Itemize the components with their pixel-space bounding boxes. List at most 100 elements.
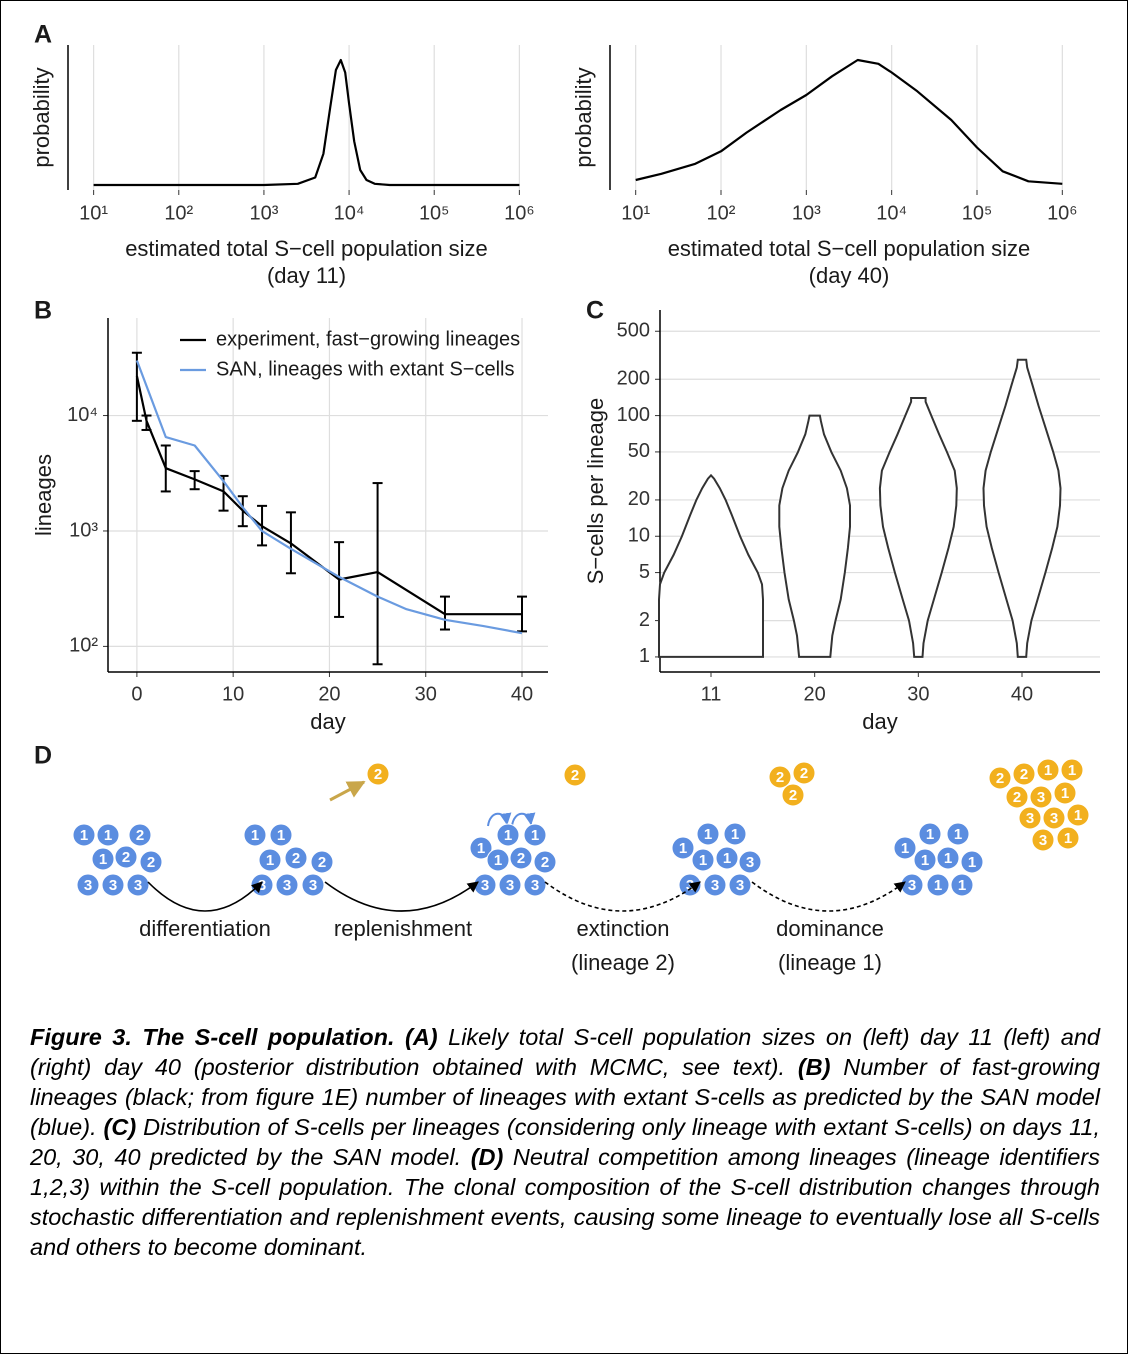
cell-label: 2: [1013, 789, 1021, 806]
cell: [893, 836, 917, 860]
cell-label: 3: [908, 877, 916, 894]
error-bar: [257, 504, 268, 547]
cell-label: 1: [926, 826, 934, 843]
cell-label: 1: [266, 852, 274, 869]
transition-label: (lineage 1): [778, 950, 882, 975]
cell-label: 2: [789, 787, 797, 804]
cell: [76, 873, 100, 897]
cell: [946, 822, 970, 846]
cell-label: 3: [309, 877, 317, 894]
y-tick-label: 10³: [69, 519, 98, 541]
transition-arrow: [544, 881, 701, 912]
transition-arrow: [751, 881, 906, 912]
cell: [91, 847, 115, 871]
caption-bold: (B): [797, 1054, 831, 1080]
y-tick-label: 200: [617, 368, 650, 390]
x-tick-label: 20: [318, 683, 340, 705]
cell-label: 1: [80, 827, 88, 844]
y-tick-label: 1: [639, 645, 650, 667]
cell-label: 1: [723, 850, 731, 867]
legend-label: SAN, lineages with extant S−cells: [216, 358, 515, 380]
violin: [658, 473, 764, 658]
cell-label: 1: [1074, 807, 1082, 824]
cell-label: 3: [1050, 810, 1058, 827]
cell: [126, 873, 150, 897]
y-tick-label: 5: [639, 561, 650, 583]
transition-label: extinction: [577, 916, 670, 941]
error-bar: [160, 444, 171, 493]
cell: [960, 850, 984, 874]
cell-label: 2: [1020, 766, 1028, 783]
cell-label: 2: [996, 770, 1004, 787]
cell: [533, 850, 557, 874]
y-tick-label: 500: [617, 320, 650, 342]
cell: [1056, 826, 1080, 850]
cell-label: 1: [477, 840, 485, 857]
cell: [486, 848, 510, 872]
cell-label: 1: [954, 826, 962, 843]
cell: [1060, 758, 1084, 782]
cell-label: 2: [292, 850, 300, 867]
error-bar: [131, 351, 142, 422]
caption-text: Likely total S-cell population sizes on …: [30, 1024, 1101, 1080]
arrow: [487, 812, 512, 827]
cell: [496, 823, 520, 847]
x-tick-label: 10⁶: [504, 202, 534, 224]
cell: [114, 845, 138, 869]
y-axis-label: lineages: [31, 454, 56, 536]
cell: [128, 823, 152, 847]
cell: [269, 823, 293, 847]
y-tick-label: 20: [628, 488, 650, 510]
x-axis-label: day: [862, 709, 897, 734]
caption-bold: Figure 3. The S-cell population. (A): [30, 1024, 438, 1050]
violin: [778, 414, 851, 658]
cell-label: 1: [99, 851, 107, 868]
error-bar: [285, 511, 296, 575]
cell: [301, 873, 325, 897]
cell-label: 3: [506, 877, 514, 894]
cell: [1042, 806, 1066, 830]
cell: [926, 873, 950, 897]
cell: [792, 761, 816, 785]
error-bar: [141, 414, 152, 431]
cell: [715, 846, 739, 870]
cell: [703, 873, 727, 897]
cell-label: 2: [800, 765, 808, 782]
x-tick-label: 10⁵: [962, 202, 993, 224]
x-tick-label: 10²: [164, 202, 193, 224]
cell-label: 3: [1026, 810, 1034, 827]
x-tick-label: 10³: [792, 202, 821, 224]
x-axis-label: day: [310, 709, 345, 734]
y-axis-label: probability: [29, 67, 54, 167]
cell-label: 2: [122, 849, 130, 866]
x-tick-label: 40: [511, 683, 533, 705]
cell-label: 1: [958, 877, 966, 894]
cell-label: 1: [1068, 762, 1076, 779]
cell: [781, 783, 805, 807]
error-bar: [517, 595, 528, 633]
cell: [1029, 785, 1053, 809]
cell: [1031, 828, 1055, 852]
cell-label: 1: [699, 852, 707, 869]
x-tick-label: 30: [415, 683, 437, 705]
cell-label: 1: [104, 827, 112, 844]
cell-label: 3: [84, 877, 92, 894]
cell: [768, 765, 792, 789]
transition-arrow: [147, 881, 263, 912]
violin: [878, 397, 958, 658]
cell: [96, 823, 120, 847]
cell: [258, 848, 282, 872]
x-tick-label: 10²: [707, 202, 736, 224]
cell: [366, 762, 390, 786]
x-tick-label: 40: [1011, 683, 1033, 705]
error-bar: [439, 595, 450, 631]
cell-label: 2: [776, 769, 784, 786]
x-tick-label: 10¹: [79, 202, 108, 224]
cell: [469, 836, 493, 860]
cell-label: 1: [1044, 762, 1052, 779]
cell: [918, 822, 942, 846]
panel-label: A: [34, 21, 52, 49]
cell: [275, 873, 299, 897]
data-line: [635, 58, 1063, 185]
